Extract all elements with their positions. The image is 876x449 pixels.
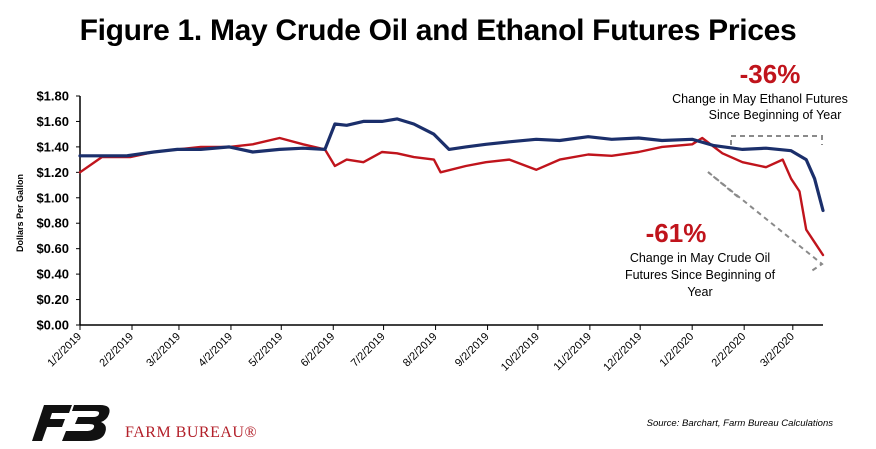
farm-bureau-brand: FARM BUREAU®: [125, 424, 257, 441]
crude-bracket-top: [707, 171, 739, 198]
x-tick-labels: 1/2/2019 2/2/2019 3/2/2019 4/2/2019 5/2/2019…: [45, 325, 797, 374]
ethanol-change-text-line-1: Change in May Ethanol Futures: [672, 92, 848, 106]
x-tick-label: 3/2/2020: [758, 331, 797, 370]
farm-bureau-fb-logo-icon: [32, 405, 110, 441]
x-tick-label: 11/2/2019: [551, 331, 594, 374]
y-tick-label: $1.80: [36, 89, 69, 104]
y-tick-label: $0.80: [36, 216, 69, 231]
y-tick-labels: $0.00 $0.20 $0.40 $0.60 $0.80 $1.00 $1.20 $1.40…: [36, 89, 80, 333]
y-tick-label: $1.20: [36, 165, 69, 180]
series-line-ethanol: [78, 117, 825, 213]
chart-axes: [79, 96, 823, 326]
x-tick-label: 10/2/2019: [499, 331, 542, 374]
x-tick-label: 6/2/2019: [299, 331, 338, 370]
crude-bracket-upper: [707, 171, 824, 273]
crude-change-text-line-1: Change in May Crude Oil: [630, 251, 770, 265]
x-tick-label: 2/2/2019: [97, 331, 136, 370]
y-tick-label: $0.00: [36, 318, 69, 333]
crude-change-text-line-2: Futures Since Beginning of: [625, 268, 776, 282]
source-note: Source: Barchart, Farm Bureau Calculatio…: [647, 418, 834, 429]
ethanol-bracket: [730, 135, 823, 145]
y-tick-label: $1.40: [36, 139, 69, 154]
x-tick-label: 8/2/2019: [401, 331, 440, 370]
x-tick-label: 7/2/2019: [349, 331, 388, 370]
y-tick-label: $0.20: [36, 292, 69, 307]
x-tick-label: 3/2/2019: [144, 331, 183, 370]
y-tick-label: $1.60: [36, 114, 69, 129]
crude-change-text-line-3: Year: [687, 285, 712, 299]
chart-series: [78, 117, 825, 257]
x-tick-label: 1/2/2020: [658, 331, 697, 370]
y-tick-label: $1.00: [36, 190, 69, 205]
x-tick-label: 9/2/2019: [453, 331, 492, 370]
x-tick-label: 5/2/2019: [247, 331, 286, 370]
y-axis-label: Dollars Per Gallon: [15, 174, 25, 252]
y-tick-label: $0.40: [36, 267, 69, 282]
ethanol-change-percent: -36%: [740, 59, 801, 89]
series-line-crude-oil: [78, 136, 825, 257]
y-tick-label: $0.60: [36, 241, 69, 256]
x-tick-label: 4/2/2019: [196, 331, 235, 370]
x-tick-label: 2/2/2020: [710, 331, 749, 370]
x-tick-label: 1/2/2019: [45, 331, 84, 370]
ethanol-change-text-line-2: Since Beginning of Year: [709, 108, 842, 122]
x-tick-label: 12/2/2019: [601, 331, 644, 374]
crude-change-percent: -61%: [646, 218, 707, 248]
chart-title: Figure 1. May Crude Oil and Ethanol Futu…: [79, 14, 797, 47]
